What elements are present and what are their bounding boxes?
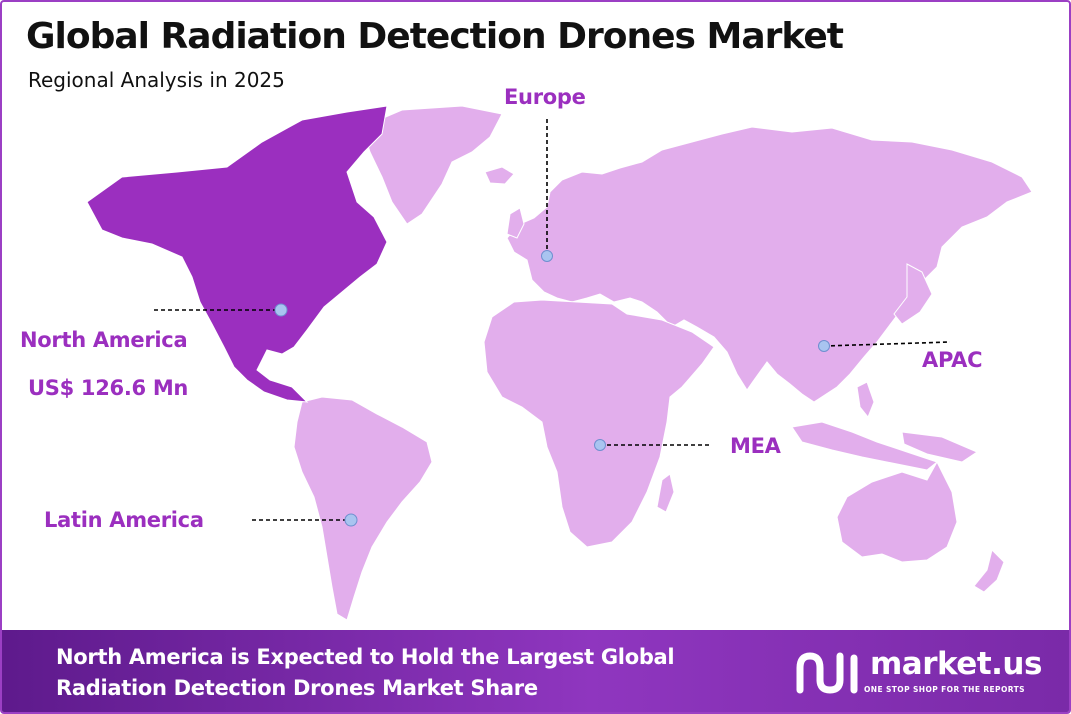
world-map <box>86 105 1033 621</box>
apac-label: APAC <box>922 348 983 372</box>
footer-line-1: North America is Expected to Hold the La… <box>56 645 675 669</box>
market-us-logo-icon <box>796 652 858 694</box>
mea-marker <box>594 439 606 451</box>
europe-marker <box>541 250 553 262</box>
greenland-shape <box>361 105 503 225</box>
page-title: Global Radiation Detection Drones Market <box>26 16 844 57</box>
latin-america-marker <box>344 513 358 527</box>
madagascar-shape <box>656 473 675 513</box>
latin-america-label: Latin America <box>44 508 204 532</box>
north-america-value: US$ 126.6 Mn <box>28 376 189 400</box>
australia-shape <box>836 460 958 563</box>
philippines-shape <box>856 381 875 418</box>
japan-shape <box>893 263 933 325</box>
north-america-marker <box>274 303 288 317</box>
brand-tagline: ONE STOP SHOP FOR THE REPORTS <box>864 685 1025 694</box>
north-america-label: North America <box>20 328 188 352</box>
page-subtitle: Regional Analysis in 2025 <box>28 68 285 92</box>
uk-shape <box>506 207 525 239</box>
footer-banner <box>2 630 1069 712</box>
footer-line-2: Radiation Detection Drones Market Share <box>56 676 538 700</box>
new-guinea-shape <box>901 431 979 463</box>
europe-label: Europe <box>504 85 586 109</box>
indonesia-shape <box>791 421 939 471</box>
footer-text: North America is Expected to Hold the La… <box>56 642 776 704</box>
iceland-shape <box>484 166 515 185</box>
apac-connector <box>823 341 951 347</box>
north-america-shape <box>86 105 388 403</box>
mea-label: MEA <box>730 434 781 458</box>
brand-name: market.us <box>870 646 1042 682</box>
apac-marker <box>818 340 830 352</box>
africa-shape <box>483 299 715 548</box>
new-zealand-shape <box>973 549 1005 593</box>
south-america-shape <box>293 396 433 621</box>
